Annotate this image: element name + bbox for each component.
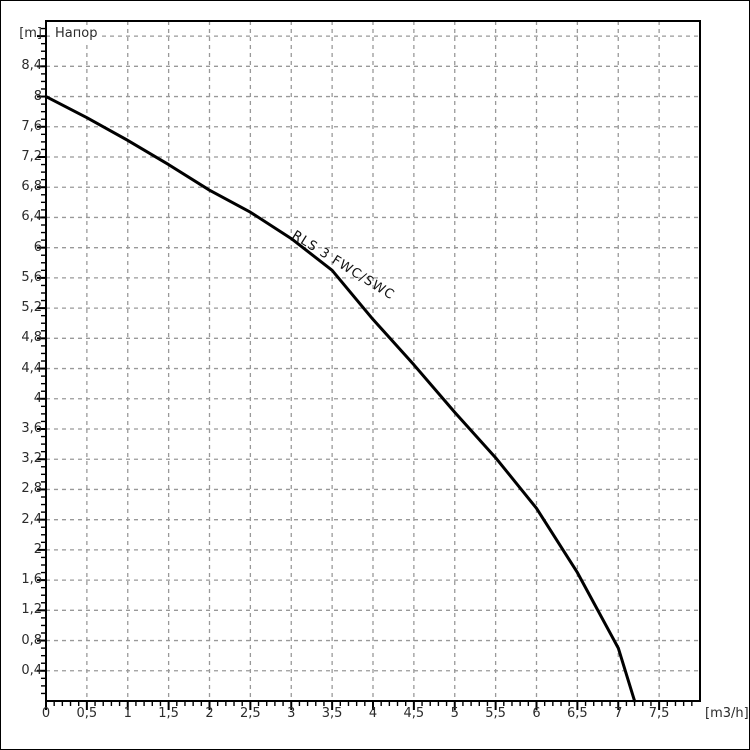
y-tick-label: 7,6 xyxy=(21,118,42,134)
y-tick-label: 0,4 xyxy=(21,662,42,678)
x-tick-label: 6,5 xyxy=(567,706,588,721)
y-tick-label: 6,8 xyxy=(21,179,42,195)
x-tick-label: 0,5 xyxy=(76,706,98,721)
x-tick-label: 4 xyxy=(368,706,378,721)
y-tick-label: 2,4 xyxy=(21,511,42,527)
y-tick-label: 1,2 xyxy=(21,602,42,618)
y-tick-label: 3,2 xyxy=(21,451,42,467)
x-tick-label: 6 xyxy=(532,706,541,721)
y-tick-label: 8 xyxy=(33,88,42,104)
x-tick-label: 5,5 xyxy=(485,706,506,721)
x-tick-label: 1 xyxy=(123,706,132,721)
y-tick-label: 0,8 xyxy=(21,632,42,648)
x-tick-label: 5 xyxy=(450,706,459,721)
chart-title: Напор xyxy=(52,26,101,41)
x-tick-label: 2,5 xyxy=(240,706,261,721)
x-tick-label: 4,5 xyxy=(403,706,425,721)
x-tick-label: 3 xyxy=(287,706,296,721)
y-tick-label: 4,8 xyxy=(21,330,42,346)
y-tick-label: 3,6 xyxy=(21,421,42,436)
y-tick-label: 5,6 xyxy=(21,269,42,285)
x-tick-label: 0 xyxy=(41,706,51,721)
y-tick-label: 4,4 xyxy=(21,360,42,376)
y-tick-label: 2,8 xyxy=(21,481,42,497)
y-tick-label: 1,6 xyxy=(21,572,42,588)
y-tick-label: 6 xyxy=(33,239,42,255)
y-tick-label: 6,4 xyxy=(21,209,42,225)
y-tick-label: 2 xyxy=(33,541,42,557)
pump-curve xyxy=(44,95,637,703)
x-tick-label: 7,5 xyxy=(648,706,670,721)
y-tick-label: 4 xyxy=(33,390,42,406)
y-axis-unit-label: [m] xyxy=(19,26,42,41)
x-tick-label: 7 xyxy=(614,706,623,721)
x-tick-label: 1,5 xyxy=(158,706,179,721)
y-tick-label: 8,4 xyxy=(21,58,42,74)
x-axis-unit-label: [m3/h] xyxy=(705,706,749,721)
y-tick-label: 7,2 xyxy=(21,149,42,164)
x-tick-label: 2 xyxy=(205,706,214,721)
x-tick-label: 3,5 xyxy=(321,706,343,721)
y-tick-label: 5,2 xyxy=(21,300,42,316)
